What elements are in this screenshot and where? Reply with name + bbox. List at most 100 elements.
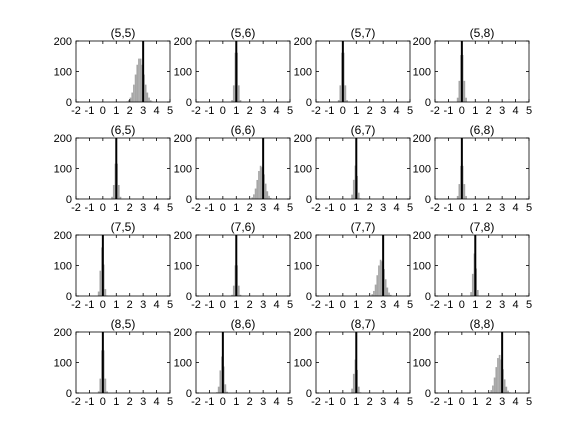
panel-title: (7,5) <box>111 220 136 234</box>
histogram-bar <box>106 391 108 393</box>
axes-frame <box>315 40 411 103</box>
histogram-bar <box>378 265 380 296</box>
x-tick-label: 1 <box>233 105 239 117</box>
y-tick-label: 200 <box>294 230 312 242</box>
x-tick-label: -2 <box>311 396 321 408</box>
x-tick-label: 4 <box>154 299 160 311</box>
x-tick-label: 1 <box>472 105 478 117</box>
x-tick-label: -2 <box>71 396 81 408</box>
x-tick-label: 5 <box>407 105 413 117</box>
x-tick-label: 2 <box>127 105 133 117</box>
x-tick-label: -1 <box>325 299 335 311</box>
x-tick-label: -2 <box>191 105 201 117</box>
x-tick-label: -2 <box>311 202 321 214</box>
x-tick-label: 0 <box>100 299 106 311</box>
histogram-bar <box>217 386 220 393</box>
x-tick-label: 3 <box>260 396 266 408</box>
y-tick-label: 0 <box>306 291 312 303</box>
y-tick-label: 0 <box>66 194 72 206</box>
x-tick-label: -1 <box>85 299 95 311</box>
x-tick-label: 3 <box>380 299 386 311</box>
y-tick-label: 200 <box>174 133 192 145</box>
x-tick-label: 0 <box>459 396 465 408</box>
x-tick-label: 1 <box>353 299 359 311</box>
x-tick-label: 1 <box>113 299 119 311</box>
x-tick-label: 0 <box>340 396 346 408</box>
x-tick-label: 5 <box>287 105 293 117</box>
panel-title: (5,5) <box>111 26 136 40</box>
x-tick-label: -2 <box>311 105 321 117</box>
histogram-bar <box>352 179 355 199</box>
histogram-bar <box>133 84 135 102</box>
x-tick-label: 0 <box>459 105 465 117</box>
axes-frame <box>315 331 411 394</box>
x-tick-label: 1 <box>233 299 239 311</box>
histogram-bar <box>138 58 140 102</box>
axes-frame <box>75 331 171 394</box>
x-tick-label: 4 <box>394 202 400 214</box>
histogram-bar <box>224 384 227 393</box>
axes-frame <box>75 137 171 200</box>
histogram-bar <box>97 391 100 393</box>
y-tick-label: 100 <box>294 261 312 273</box>
histogram-bar <box>134 74 137 102</box>
histogram-bar <box>352 373 355 393</box>
histogram-bar <box>239 294 242 296</box>
panel-title: (7,8) <box>470 220 495 234</box>
x-tick-label: 0 <box>100 202 106 214</box>
x-tick-label: 3 <box>140 202 146 214</box>
histogram-bar <box>146 92 149 102</box>
histogram-bar <box>386 287 389 296</box>
histogram-bar <box>488 392 491 393</box>
y-tick-label: 100 <box>413 261 431 273</box>
axes-frame <box>195 331 291 394</box>
histogram-bar <box>357 386 360 393</box>
histogram-bar <box>131 92 134 102</box>
axes-frame <box>315 137 411 200</box>
y-tick-label: 100 <box>413 164 431 176</box>
x-tick-label: -1 <box>444 299 454 311</box>
x-tick-label: -2 <box>430 396 440 408</box>
histogram-bar <box>497 358 499 393</box>
y-tick-label: 200 <box>294 133 312 145</box>
x-tick-label: 5 <box>167 396 173 408</box>
y-tick-label: 0 <box>186 291 192 303</box>
x-tick-label: -1 <box>85 105 95 117</box>
y-tick-label: 0 <box>425 97 431 109</box>
x-tick-label: 2 <box>486 105 492 117</box>
x-tick-label: 2 <box>486 202 492 214</box>
y-tick-label: 200 <box>54 36 72 48</box>
y-tick-label: 100 <box>174 358 192 370</box>
x-tick-label: -1 <box>325 202 335 214</box>
histogram-bar <box>503 379 506 393</box>
x-tick-label: 0 <box>220 105 226 117</box>
x-tick-label: 0 <box>459 202 465 214</box>
x-tick-label: 2 <box>367 299 373 311</box>
x-tick-label: -1 <box>205 105 215 117</box>
panel-title: (5,6) <box>231 26 256 40</box>
x-tick-label: 3 <box>260 299 266 311</box>
y-tick-label: 0 <box>425 194 431 206</box>
x-tick-label: 3 <box>380 396 386 408</box>
x-tick-label: -2 <box>71 202 81 214</box>
histogram-bar <box>97 291 100 296</box>
histogram-bar <box>231 294 233 296</box>
x-tick-label: 4 <box>513 299 519 311</box>
y-tick-label: 200 <box>294 36 312 48</box>
histogram-bar <box>505 386 508 393</box>
histogram-bar <box>388 292 390 296</box>
histogram-bar <box>389 294 392 296</box>
x-tick-label: 3 <box>380 105 386 117</box>
x-tick-label: 4 <box>274 105 280 117</box>
x-tick-label: -1 <box>325 396 335 408</box>
x-tick-label: 4 <box>274 396 280 408</box>
histogram-bar <box>351 388 353 393</box>
histogram-bar <box>253 194 255 199</box>
